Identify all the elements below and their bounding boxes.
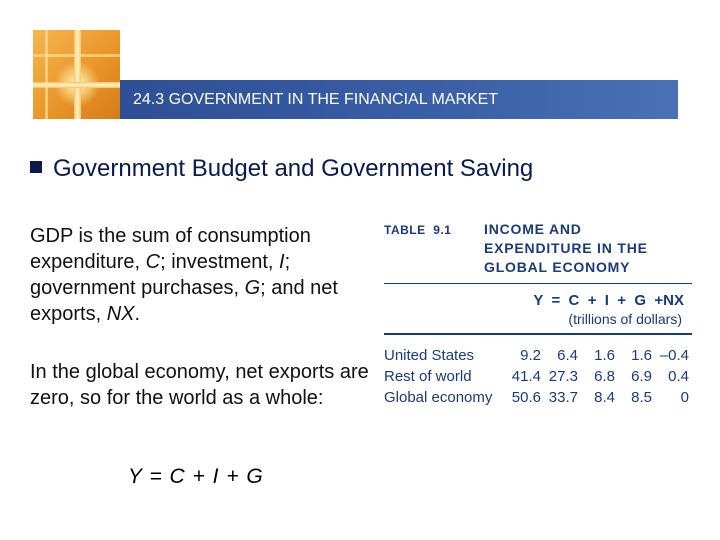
slide-title-bar: 24.3 GOVERNMENT IN THE FINANCIAL MARKET: [120, 80, 678, 119]
slide-title: 24.3 GOVERNMENT IN THE FINANCIAL MARKET: [133, 91, 499, 108]
table-equation: Y = C + I + G +NX: [533, 292, 684, 309]
global-economy-text: In the global economy, net exports are z…: [30, 361, 369, 409]
table-divider: [384, 333, 692, 335]
table-row: Global economy 50.6 33.7 8.4 8.5 0: [384, 389, 689, 406]
section-heading-text: Government Budget and Government Saving: [53, 155, 534, 182]
section-heading: Government Budget and Government Saving: [30, 155, 533, 183]
world-gdp-equation: Y = C + I + G: [128, 465, 264, 488]
table-units: (trillions of dollars): [568, 311, 682, 327]
table-data: United States 9.2 6.4 1.6 1.6 –0.4 Rest …: [384, 345, 689, 408]
header-logo: [33, 30, 120, 119]
table-row: Rest of world 41.4 27.3 6.8 6.9 0.4: [384, 368, 689, 385]
income-expenditure-table: TABLE 9.1 INCOME AND EXPENDITURE IN THE …: [384, 220, 692, 408]
table-row: United States 9.2 6.4 1.6 1.6 –0.4: [384, 347, 689, 364]
square-bullet-icon: [30, 161, 42, 173]
table-label: TABLE 9.1: [384, 223, 452, 237]
gdp-definition-text: GDP is the sum of consumption expenditur…: [30, 225, 338, 325]
table-divider: [384, 283, 692, 284]
table-title: INCOME AND EXPENDITURE IN THE GLOBAL ECO…: [484, 221, 648, 275]
